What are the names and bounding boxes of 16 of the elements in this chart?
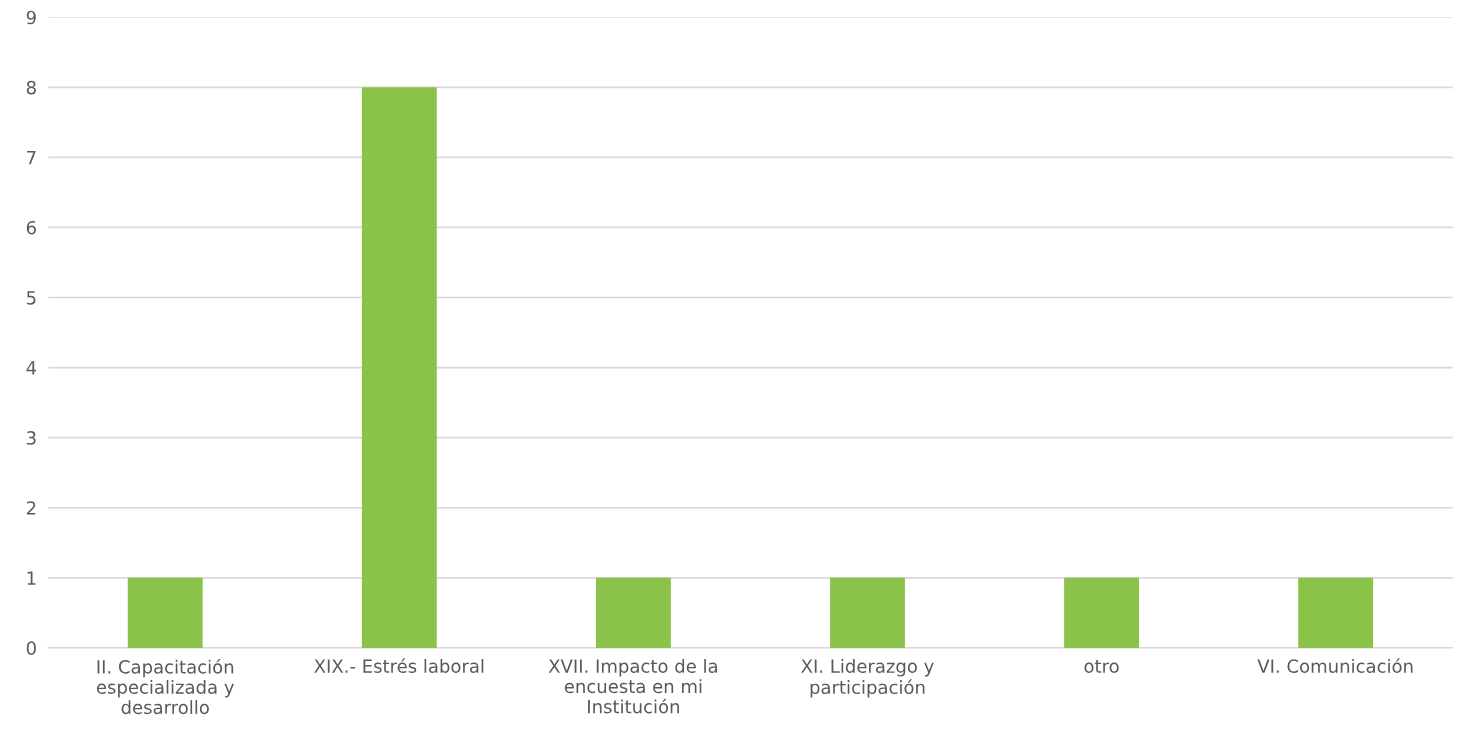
- y-tick-label: 8: [26, 80, 36, 95]
- x-tick-label: otro: [1084, 660, 1119, 673]
- x-tick-label: XIX.- Estrés laboral: [314, 658, 484, 673]
- x-tick-label: II. Capacitación especializada y desarrollo: [96, 659, 234, 715]
- y-tick-label: 9: [26, 10, 36, 25]
- y-tick-label: 4: [26, 361, 37, 375]
- y-tick-label: 3: [26, 431, 36, 445]
- y-tick-label: 0: [26, 641, 36, 655]
- y-tick-label: 7: [27, 151, 36, 165]
- x-tick-label: XI. Liderazgo y participación: [801, 659, 934, 698]
- x-tick-label: VI. Comunicación: [1257, 658, 1413, 673]
- y-tick-label: 6: [26, 220, 36, 235]
- x-tick-label: XVII. Impacto de la encuesta en mi Institución: [548, 659, 717, 714]
- y-tick-label: 2: [26, 501, 36, 515]
- y-tick-label: 5: [26, 291, 36, 305]
- y-tick-label: 1: [27, 571, 36, 585]
